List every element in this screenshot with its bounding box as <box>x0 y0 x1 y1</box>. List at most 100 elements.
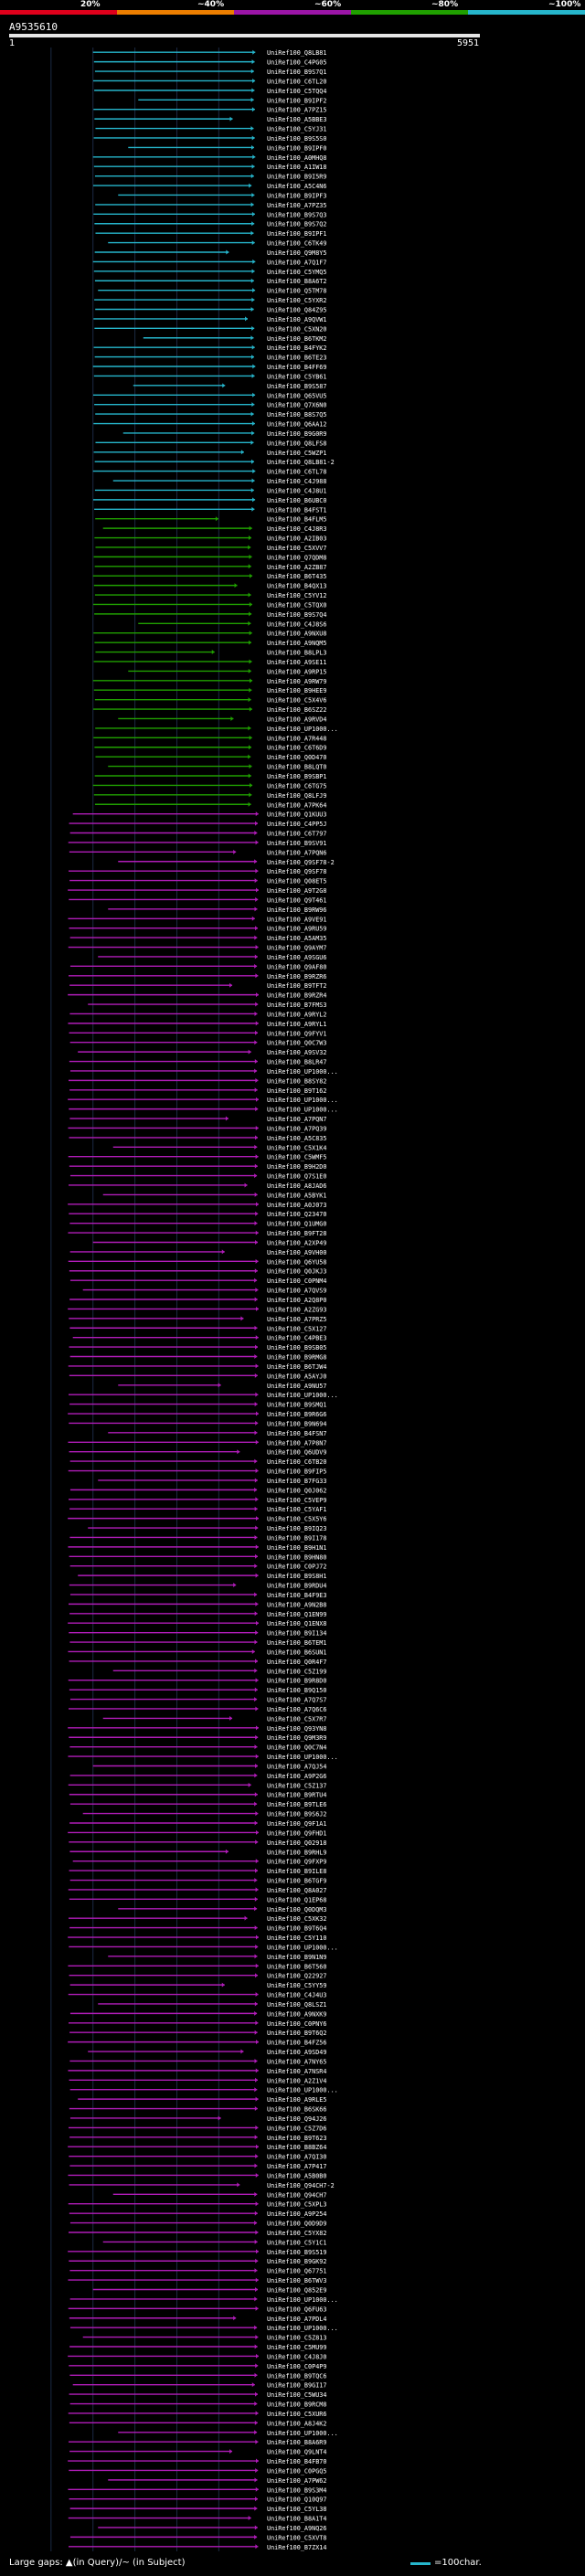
alignment-arrow <box>250 278 254 283</box>
hit-label: UniRef100_C5YMQ5 <box>267 269 326 276</box>
hit-label: UniRef100_A5C835 <box>267 1135 326 1142</box>
alignment-arrow <box>254 2010 258 2016</box>
alignment-arrow <box>250 126 254 132</box>
hit-label: UniRef100_C5Y1C1 <box>267 2239 326 2246</box>
alignment-arrow <box>255 1678 259 1683</box>
alignment-arrow <box>255 1935 259 1940</box>
alignment-arrow <box>255 1335 259 1341</box>
hit-label: UniRef100_B9S7Q2 <box>267 221 326 228</box>
alignment-arrow <box>254 1906 258 1912</box>
hit-label: UniRef100_C5YJ31 <box>267 126 326 133</box>
alignment-arrow <box>221 1249 225 1255</box>
alignment-arrow <box>254 1801 258 1807</box>
alignment-arrow <box>254 1402 258 1407</box>
hit-label: UniRef100_B6SUN1 <box>267 1648 326 1656</box>
alignment-arrow <box>255 2467 259 2473</box>
hit-label: UniRef100_A9SD49 <box>267 2049 326 2056</box>
alignment-arrow <box>254 831 258 836</box>
hit-label: UniRef100_Q8LSZ1 <box>267 2001 326 2009</box>
alignment-arrow <box>218 1383 221 1388</box>
hit-label: UniRef100_A9RVD4 <box>267 716 326 723</box>
hit-label: UniRef100_B9S8H1 <box>267 1573 326 1580</box>
hit-label: UniRef100_C5Y110 <box>267 1935 326 1942</box>
alignment-arrow <box>248 640 251 645</box>
hit-label: UniRef100_A9RYL2 <box>267 1011 326 1018</box>
hit-label: UniRef100_A1IW18 <box>267 164 326 171</box>
hit-label: UniRef100_C5Z813 <box>267 2335 326 2342</box>
hit-label: UniRef100_Q9T461 <box>267 896 326 904</box>
hit-label: UniRef100_Q6AA12 <box>267 421 326 429</box>
legend-gaps-text: Large gaps: ▲(in Query)/~ (in Subject) <box>9 2558 186 2568</box>
hit-label: UniRef100_A2Z1V4 <box>267 2077 326 2084</box>
alignment-arrow <box>255 1811 259 1817</box>
hit-label: UniRef100_C5TQQ4 <box>267 88 326 95</box>
alignment-arrow <box>252 49 256 55</box>
hit-label: UniRef100_B9S5S0 <box>267 135 326 143</box>
alignment-arrow <box>248 1782 251 1787</box>
alignment-arrow <box>252 78 256 83</box>
hit-label: UniRef100_A7Q6C6 <box>267 1706 326 1713</box>
hit-label: UniRef100_Q9SF78 <box>267 868 326 875</box>
alignment-arrow <box>255 2249 259 2254</box>
hit-label: UniRef100_Q9LNT4 <box>267 2449 326 2456</box>
hit-label: UniRef100_C5XK32 <box>267 1915 326 1923</box>
alignment-arrow <box>255 896 259 902</box>
hit-label: UniRef100_B9S519 <box>267 2249 326 2256</box>
alignment-arrow <box>254 1506 258 1511</box>
hit-label: UniRef100_B9R8D0 <box>267 1678 326 1685</box>
alignment-arrow <box>244 1915 248 1921</box>
hit-label: UniRef100_A9NU57 <box>267 1383 326 1390</box>
hit-label: UniRef100_Q9FYV1 <box>267 1030 326 1037</box>
alignment-arrow <box>251 1648 255 1654</box>
alignment-arrow <box>255 1992 259 1998</box>
alignment-arrow <box>252 288 256 293</box>
alignment-arrow <box>254 1458 258 1464</box>
hit-label: UniRef100_B6TE23 <box>267 355 326 362</box>
alignment-arrow <box>255 2353 259 2359</box>
hit-label: UniRef100_Q93YN8 <box>267 1725 326 1733</box>
hit-label: UniRef100_Q6UDV9 <box>267 1449 326 1457</box>
hit-label: UniRef100_Q8LB81-2 <box>267 459 335 466</box>
hit-label: UniRef100_B9T6Q4 <box>267 1925 326 1933</box>
hit-label: UniRef100_C6TL20 <box>267 78 326 85</box>
hit-label: UniRef100_Q65VU5 <box>267 392 326 399</box>
alignment-arrow <box>248 726 251 731</box>
alignment-arrow <box>254 2344 258 2349</box>
hit-label: UniRef100_Q1ENX8 <box>267 1620 326 1627</box>
alignment-arrow <box>255 945 259 950</box>
hit-label: UniRef100_A9N2B8 <box>267 1601 326 1608</box>
alignment-arrow <box>254 1268 258 1274</box>
alignment-arrow <box>254 1192 258 1197</box>
hit-label: UniRef100_Q1EN99 <box>267 1611 326 1618</box>
hit-label: UniRef100_A7QI30 <box>267 2154 326 2161</box>
hit-label: UniRef100_A9NXU8 <box>267 631 326 638</box>
alignment-arrow <box>254 1221 258 1226</box>
alignment-arrow <box>255 1859 259 1864</box>
hit-label: UniRef100_B4FLM5 <box>267 516 326 524</box>
hit-label: UniRef100_Q0J062 <box>267 1487 326 1494</box>
alignment-arrow <box>251 135 255 141</box>
hit-label: UniRef100_B9T162 <box>267 1087 326 1095</box>
hit-label: UniRef100_B6TGF9 <box>267 1878 326 1885</box>
hit-label: UniRef100_C4PP5J <box>267 821 326 828</box>
alignment-arrow <box>255 868 259 874</box>
alignment-arrow <box>254 954 258 959</box>
alignment-arrow <box>255 1239 259 1245</box>
alignment-arrow <box>254 2106 258 2112</box>
alignment-arrow <box>248 697 251 703</box>
hit-label: UniRef100_A5B0B0 <box>267 2172 326 2179</box>
hit-label: UniRef100_B8SY82 <box>267 1077 326 1085</box>
scale-label: ~80% <box>431 0 459 9</box>
legend: Large gaps: ▲(in Query)/~ (in Subject) =… <box>9 2556 576 2571</box>
alignment-arrow <box>255 1258 259 1264</box>
alignment-arrow <box>222 383 226 388</box>
alignment-arrow <box>255 2439 259 2444</box>
alignment-arrow <box>252 259 256 264</box>
hit-label: UniRef100_B6SK66 <box>267 2106 326 2114</box>
hit-label: UniRef100_C5XVT8 <box>267 2534 326 2541</box>
scale-label: ~60% <box>314 0 342 9</box>
alignment-arrow <box>249 792 252 798</box>
alignment-arrow <box>255 1420 259 1426</box>
hit-label: UniRef100_B9I134 <box>267 1630 326 1638</box>
hit-label: UniRef100_B9HN80 <box>267 1553 326 1561</box>
